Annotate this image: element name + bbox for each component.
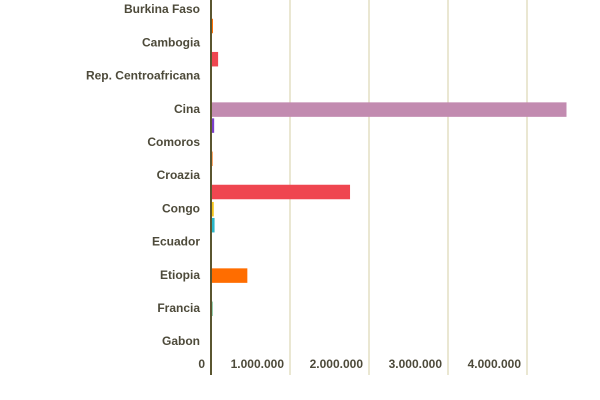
x-tick-label: 1.000.000	[231, 357, 285, 371]
y-tick-label: Comoros	[147, 135, 200, 149]
y-tick-label: Francia	[157, 301, 200, 315]
y-tick-label: Gabon	[162, 334, 200, 348]
y-tick-label: Croazia	[157, 168, 201, 182]
y-tick-label: Cambogia	[142, 35, 200, 49]
y-tick-label: Burkina Faso	[124, 2, 200, 16]
y-tick-label: Ecuador	[152, 235, 200, 249]
bar	[211, 201, 214, 217]
bar	[211, 51, 219, 67]
x-tick-label: 2.000.000	[310, 357, 364, 371]
bar	[211, 268, 248, 283]
bar	[211, 102, 567, 117]
y-tick-label: Cina	[174, 102, 200, 116]
x-tick-label: 3.000.000	[389, 357, 443, 371]
x-tick-label: 4.000.000	[468, 357, 522, 371]
x-tick-label: 0	[198, 357, 205, 371]
y-tick-label: Etiopia	[160, 268, 200, 282]
bar	[211, 118, 215, 133]
y-tick-label: Congo	[162, 201, 200, 215]
y-tick-label: Rep. Centroafricana	[86, 69, 200, 83]
bar	[211, 217, 215, 233]
bar	[211, 184, 351, 200]
